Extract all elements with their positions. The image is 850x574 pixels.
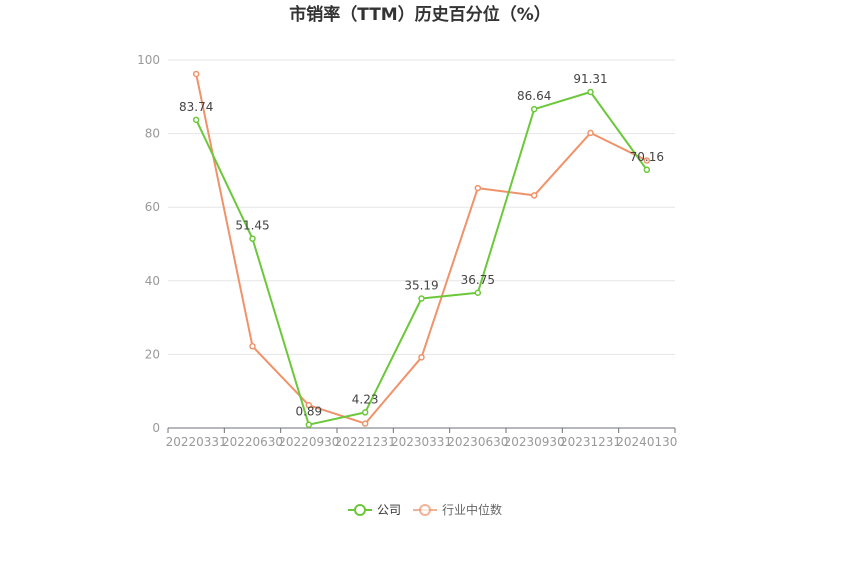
data-point[interactable] (305, 401, 313, 409)
chart-title: 市销率（TTM）历史百分位（%） (289, 4, 551, 25)
x-tick-label: 20220930 (278, 435, 339, 449)
x-tick-label: 20230930 (504, 435, 565, 449)
legend-item-1[interactable]: 行业中位数 (413, 502, 502, 517)
data-point[interactable] (474, 184, 482, 192)
data-label: 36.75 (461, 273, 495, 287)
data-label: 0.89 (295, 405, 322, 419)
x-tick-label: 20230630 (447, 435, 508, 449)
y-tick-label: 100 (137, 53, 160, 67)
data-point[interactable] (192, 116, 200, 124)
x-tick-label: 20220331 (166, 435, 227, 449)
legend-marker (354, 504, 366, 516)
data-point[interactable] (587, 88, 594, 96)
data-label: 83.74 (179, 100, 213, 114)
data-point[interactable] (530, 105, 538, 113)
data-point[interactable] (643, 157, 651, 164)
legend-marker (419, 504, 431, 516)
data-label: 4.23 (352, 392, 379, 406)
data-point[interactable] (418, 354, 425, 361)
data-point[interactable] (249, 235, 256, 242)
legend-label: 行业中位数 (442, 502, 502, 517)
data-label: 35.19 (404, 279, 438, 293)
data-point[interactable] (474, 289, 482, 297)
series-layer (192, 70, 651, 428)
x-tick-label: 20220630 (222, 435, 283, 449)
legend: 公司 行业中位数 (348, 502, 502, 517)
axis-layer: 0 20 40 60 80 100 2022033120220630202209302022… (137, 53, 677, 449)
series-line-0 (195, 91, 648, 426)
data-label: 51.45 (235, 219, 269, 233)
data-point[interactable] (305, 421, 313, 428)
x-tick-label: 20230331 (391, 435, 452, 449)
data-point[interactable] (418, 295, 425, 302)
legend-item-0[interactable]: 公司 (348, 503, 401, 517)
y-tick-label: 60 (145, 200, 160, 214)
x-tick-label: 20221231 (335, 435, 396, 449)
y-tick-label: 20 (145, 347, 160, 361)
data-point[interactable] (361, 420, 369, 427)
data-label-layer: 83.74 51.45 0.89 4.23 35.19 36.75 86.64 91.31 70… (179, 72, 664, 419)
data-label: 86.64 (517, 89, 551, 103)
data-point[interactable] (643, 166, 651, 174)
y-tick-label: 0 (152, 421, 160, 435)
legend-label: 公司 (377, 503, 401, 517)
x-tick-label: 20231231 (560, 435, 621, 449)
data-point[interactable] (530, 192, 538, 199)
series-line-1 (195, 73, 648, 425)
y-tick-label: 40 (145, 274, 160, 288)
data-point[interactable] (587, 129, 594, 137)
data-point[interactable] (249, 343, 256, 350)
data-label: 91.31 (573, 72, 607, 86)
y-tick-label: 80 (145, 127, 160, 141)
data-label: 70.16 (630, 150, 664, 164)
data-point[interactable] (361, 409, 369, 416)
x-tick-label: 20240130 (616, 435, 677, 449)
data-point[interactable] (192, 70, 200, 78)
